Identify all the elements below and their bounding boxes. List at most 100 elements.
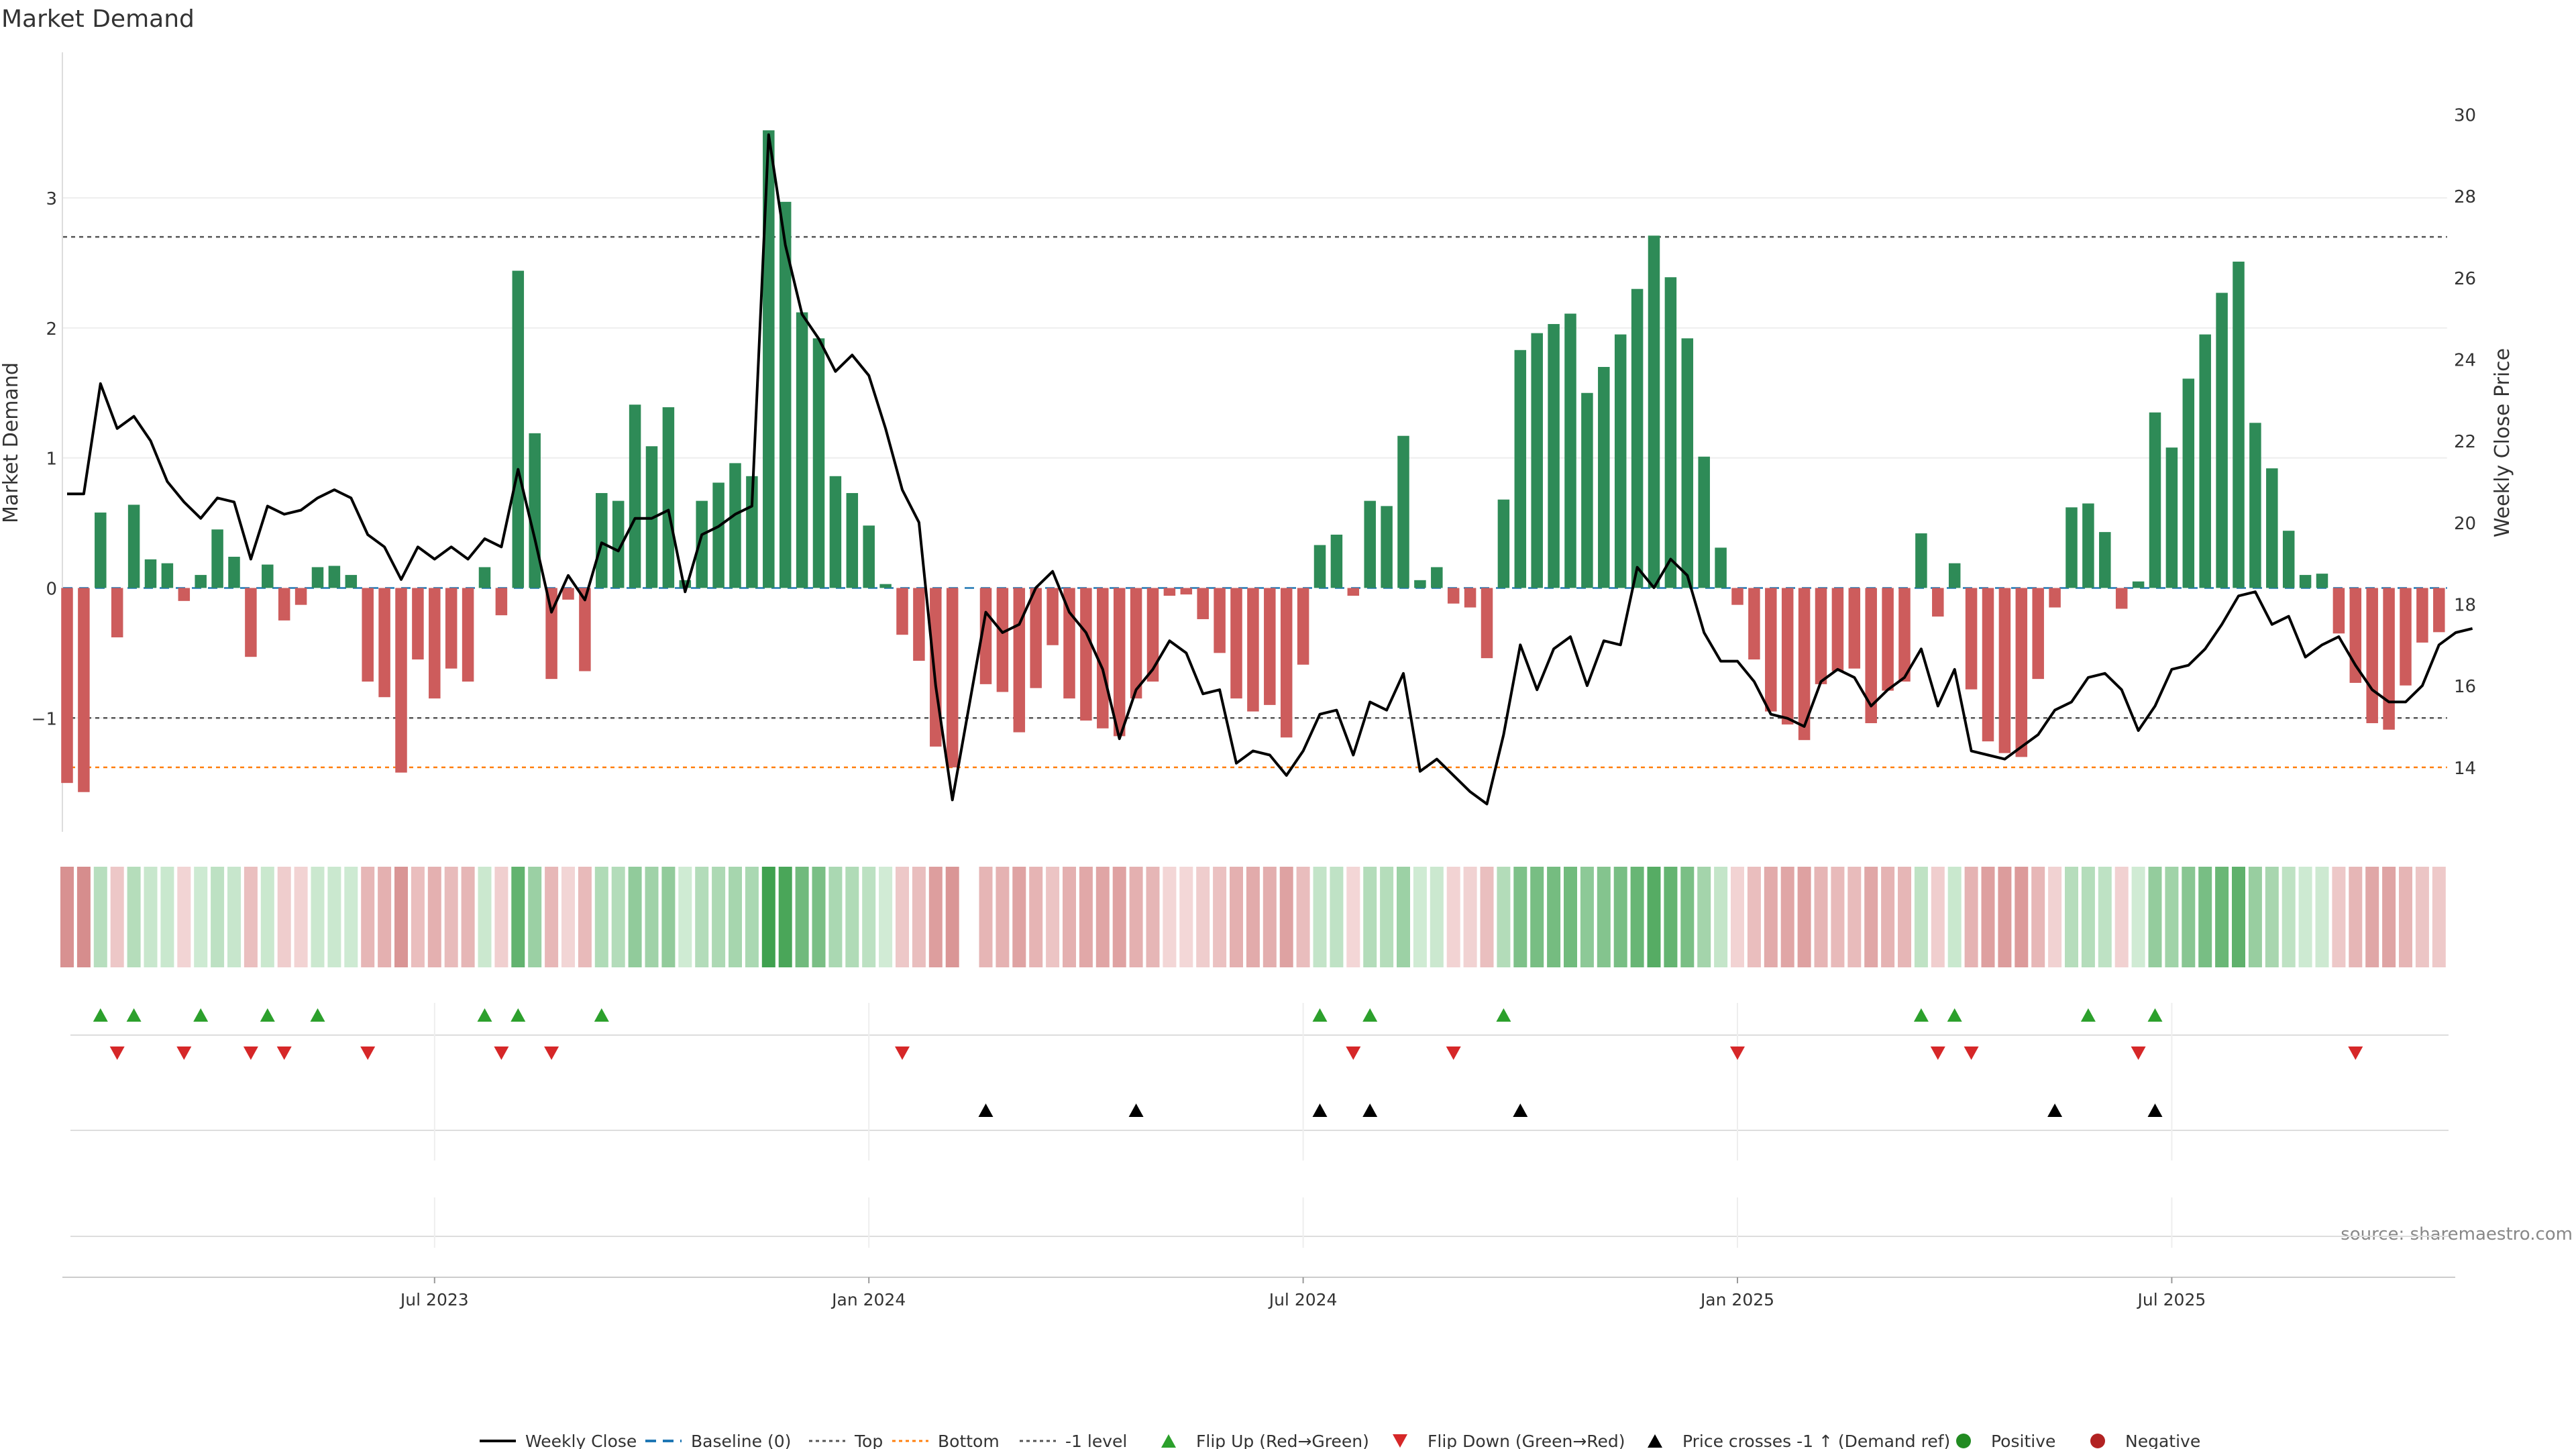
demand-bar xyxy=(2282,531,2295,588)
heat-cell xyxy=(160,867,174,967)
heat-cell xyxy=(2298,867,2312,967)
demand-bar xyxy=(913,588,925,661)
demand-bar xyxy=(562,588,574,600)
legend-swatch-circle xyxy=(2090,1434,2105,1448)
heat-cell xyxy=(996,867,1010,967)
heat-cell xyxy=(361,867,375,967)
y2-tick-label: 18 xyxy=(2454,595,2476,615)
demand-bar xyxy=(294,588,307,605)
heat-cell xyxy=(879,867,893,967)
heat-cell xyxy=(795,867,809,967)
legend-item: Negative xyxy=(2090,1432,2200,1449)
heat-cell xyxy=(1981,867,1995,967)
demand-bar xyxy=(529,433,541,588)
demand-bar xyxy=(245,588,257,657)
demand-bar xyxy=(1180,588,1193,595)
demand-bar xyxy=(512,270,525,588)
demand-bar xyxy=(596,492,608,588)
x-tick-label: Jul 2025 xyxy=(2137,1290,2206,1309)
flip-down-marker xyxy=(1930,1046,1945,1060)
flip-up-marker xyxy=(477,1008,492,1022)
heat-cell xyxy=(2282,867,2296,967)
demand-bar xyxy=(1781,588,1794,724)
demand-bar xyxy=(1798,588,1811,741)
demand-bar xyxy=(1514,350,1527,588)
heat-cell xyxy=(896,867,909,967)
flip-up-marker xyxy=(1496,1008,1511,1022)
demand-bar xyxy=(1531,333,1543,588)
heat-cell xyxy=(478,867,492,967)
heat-cell xyxy=(194,867,208,967)
demand-bar xyxy=(662,407,675,588)
demand-bar xyxy=(1614,334,1627,588)
heat-cell xyxy=(645,867,659,967)
heat-cell xyxy=(427,867,441,967)
demand-bar xyxy=(946,588,959,767)
flip-down-marker xyxy=(243,1046,258,1060)
demand-bar xyxy=(1046,588,1059,645)
demand-bar xyxy=(1080,588,1092,721)
demand-bar xyxy=(1313,545,1326,588)
x-tick-label: Jul 2023 xyxy=(399,1290,469,1309)
flip-down-marker xyxy=(176,1046,192,1060)
flip-down-marker xyxy=(2348,1046,2363,1060)
demand-bar xyxy=(1464,588,1477,608)
heat-cell xyxy=(2382,867,2396,967)
demand-bar xyxy=(612,500,625,588)
flip-up-marker xyxy=(2080,1008,2096,1022)
heat-cell xyxy=(1296,867,1310,967)
demand-bar xyxy=(111,588,123,638)
demand-bar xyxy=(1598,366,1610,588)
flip-up-marker xyxy=(2147,1008,2163,1022)
heat-cell xyxy=(912,867,926,967)
flip-up-marker xyxy=(1913,1008,1929,1022)
heat-cell xyxy=(1564,867,1577,967)
demand-bar xyxy=(696,500,708,588)
heat-cell xyxy=(76,867,91,967)
heat-cell xyxy=(1747,867,1761,967)
heat-cell xyxy=(761,867,775,967)
heat-cell xyxy=(2081,867,2095,967)
demand-bar xyxy=(1497,499,1510,588)
heat-cell xyxy=(1129,867,1143,967)
heat-cell xyxy=(2232,867,2245,967)
demand-bar xyxy=(1264,588,1276,705)
heat-cell xyxy=(1163,867,1177,967)
demand-bar xyxy=(1130,588,1142,699)
heat-cell xyxy=(1463,867,1477,967)
y-tick-label: −1 xyxy=(32,709,57,729)
legend-label: Top xyxy=(854,1432,883,1449)
demand-bar xyxy=(311,567,324,588)
heat-cell xyxy=(1647,867,1661,967)
demand-bar xyxy=(1381,506,1393,588)
heat-cell xyxy=(1430,867,1444,967)
heat-cell xyxy=(1079,867,1093,967)
price-cross-marker xyxy=(1128,1104,1144,1117)
legend-swatch-triangle-down xyxy=(1393,1434,1407,1448)
demand-bar xyxy=(996,588,1009,692)
y2-tick-label: 24 xyxy=(2454,350,2476,370)
demand-bar xyxy=(2299,575,2312,588)
heat-cell xyxy=(93,867,107,967)
flip-up-marker xyxy=(594,1008,609,1022)
chart-title: Market Demand xyxy=(1,5,195,33)
demand-bar xyxy=(2332,588,2345,634)
demand-bar xyxy=(2015,588,2028,757)
flip-up-marker xyxy=(511,1008,526,1022)
heat-cell xyxy=(2114,867,2129,967)
heat-cell xyxy=(1263,867,1277,967)
demand-bar xyxy=(362,588,374,682)
legend-item: -1 level xyxy=(1020,1432,1127,1449)
x-tick-label: Jan 2024 xyxy=(830,1290,906,1309)
legend-item: Positive xyxy=(1956,1432,2055,1449)
heat-cell xyxy=(1480,867,1494,967)
demand-bar xyxy=(2316,574,2328,588)
x-tick-label: Jan 2025 xyxy=(1699,1290,1774,1309)
legend-label: Baseline (0) xyxy=(691,1432,791,1449)
demand-bar xyxy=(729,463,741,588)
heat-cell xyxy=(494,867,508,967)
heat-cell xyxy=(511,867,525,967)
heat-cell xyxy=(545,867,559,967)
heat-cell xyxy=(2415,867,2429,967)
demand-bar xyxy=(78,588,90,792)
